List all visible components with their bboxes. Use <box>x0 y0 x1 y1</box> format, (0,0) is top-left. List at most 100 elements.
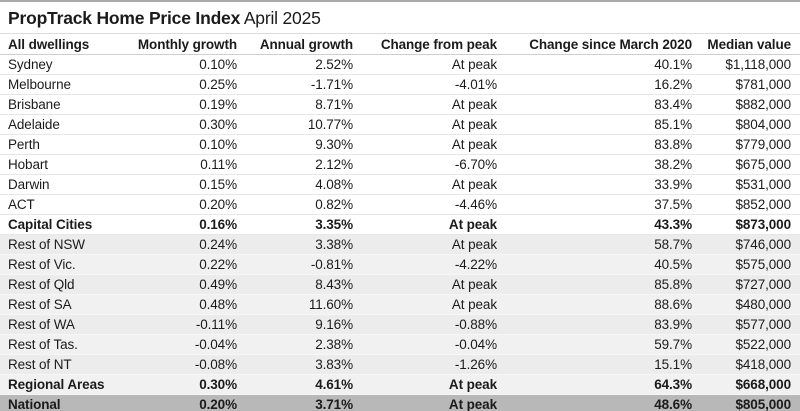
cell-change-from-peak: At peak <box>353 294 497 315</box>
cell-annual-growth: 2.52% <box>237 54 353 75</box>
cell-monthly-growth: -0.04% <box>125 334 237 355</box>
cell-change-from-peak: At peak <box>353 274 497 295</box>
cell-annual-growth: 3.71% <box>315 397 353 411</box>
cell-region: Perth <box>0 134 125 155</box>
column-header-monthly-growth: Monthly growth <box>125 34 237 55</box>
title-bar: PropTrack Home Price Index April 2025 <box>0 2 800 34</box>
cell-change-since-march-2020: 64.3% <box>497 374 692 395</box>
table-body: Sydney 0.10% 2.52% At peak 40.1% $1,118,000 Me… <box>0 54 800 411</box>
cell-region: Adelaide <box>0 114 125 135</box>
cell-median-value: $522,000 <box>692 334 800 355</box>
table-header-row: All dwellings Monthly growth Annual grow… <box>0 34 800 55</box>
cell-monthly-growth: 0.10% <box>125 134 237 155</box>
table-row: National 0.20% 3.71% At peak 48.6% $805,000 <box>0 394 800 411</box>
table-row: Rest of SA 0.48% 11.60% At peak 88.6% $480,00… <box>0 294 800 315</box>
cell-change-from-peak: At peak <box>353 214 497 235</box>
cell-change-from-peak: -0.04% <box>353 334 497 355</box>
column-header-annual-growth: Annual growth <box>237 34 353 55</box>
cell-monthly-growth: 0.24% <box>125 234 237 255</box>
cell-region: Rest of SA <box>0 294 125 315</box>
cell-region: Sydney <box>0 54 125 75</box>
cell-monthly-growth: 0.25% <box>125 74 237 95</box>
cell-median-value: $1,118,000 <box>692 54 800 75</box>
cell-change-since-march-2020: 59.7% <box>497 334 692 355</box>
cell-annual-growth: 3.35% <box>237 214 353 235</box>
table-row: Hobart 0.11% 2.12% -6.70% 38.2% $675,000 <box>0 154 800 175</box>
cell-monthly-growth: 0.15% <box>125 174 237 195</box>
table-row: Melbourne 0.25% -1.71% -4.01% 16.2% $781,000 <box>0 74 800 95</box>
cell-annual-growth: 8.43% <box>237 274 353 295</box>
cell-annual-growth: 2.12% <box>237 154 353 175</box>
cell-monthly-growth: 0.16% <box>125 214 237 235</box>
title-period: April 2025 <box>243 8 321 28</box>
cell-change-from-peak: -4.01% <box>353 74 497 95</box>
cell-region: Rest of WA <box>0 314 125 335</box>
cell-region: ACT <box>0 194 125 215</box>
cell-change-since-march-2020: 83.4% <box>497 94 692 115</box>
cell-monthly-growth: 0.19% <box>125 94 237 115</box>
table-row: Rest of NT -0.08% 3.83% -1.26% 15.1% $418,000 <box>0 354 800 375</box>
cell-monthly-growth: 0.49% <box>125 274 237 295</box>
cell-change-from-peak: At peak <box>353 94 497 115</box>
table-row: Regional Areas 0.30% 4.61% At peak 64.3% $668… <box>0 374 800 395</box>
cell-change-since-march-2020: 83.9% <box>497 314 692 335</box>
table-row: Rest of NSW 0.24% 3.38% At peak 58.7% $746,00… <box>0 234 800 255</box>
cell-median-value: $675,000 <box>692 154 800 175</box>
cell-region: Rest of Tas. <box>0 334 125 355</box>
cell-median-value: $727,000 <box>692 274 800 295</box>
table-row: ACT 0.20% 0.82% -4.46% 37.5% $852,000 <box>0 194 800 215</box>
cell-monthly-growth: 0.48% <box>125 294 237 315</box>
table-row: Brisbane 0.19% 8.71% At peak 83.4% $882,000 <box>0 94 800 115</box>
cell-annual-growth: 3.38% <box>237 234 353 255</box>
cell-median-value: $781,000 <box>692 74 800 95</box>
cell-region: Darwin <box>0 174 125 195</box>
cell-monthly-growth: 0.10% <box>125 54 237 75</box>
cell-change-since-march-2020: 16.2% <box>497 74 692 95</box>
title-brand: PropTrack Home Price Index <box>8 8 241 28</box>
cell-annual-growth: 4.08% <box>237 174 353 195</box>
page-title: PropTrack Home Price Index April 2025 <box>8 8 792 28</box>
cell-region: National <box>8 397 61 411</box>
cell-annual-growth: -1.71% <box>237 74 353 95</box>
cell-median-value: $575,000 <box>692 254 800 275</box>
cell-median-value: $779,000 <box>692 134 800 155</box>
cell-change-from-peak: -4.46% <box>353 194 497 215</box>
cell-change-from-peak: At peak <box>353 174 497 195</box>
cell-median-value: $668,000 <box>692 374 800 395</box>
cell-region: Capital Cities <box>0 214 125 235</box>
cell-annual-growth: 9.30% <box>237 134 353 155</box>
cell-annual-growth: 2.38% <box>237 334 353 355</box>
cell-monthly-growth: 0.30% <box>125 374 237 395</box>
cell-change-from-peak: At peak <box>353 54 497 75</box>
cell-annual-growth: 10.77% <box>237 114 353 135</box>
cell-monthly-growth: 0.20% <box>199 397 237 411</box>
cell-median-value: $480,000 <box>692 294 800 315</box>
cell-change-since-march-2020: 83.8% <box>497 134 692 155</box>
cell-change-from-peak: -0.88% <box>353 314 497 335</box>
cell-monthly-growth: -0.11% <box>125 314 237 335</box>
cell-annual-growth: 4.61% <box>237 374 353 395</box>
cell-change-since-march-2020: 88.6% <box>497 294 692 315</box>
cell-change-since-march-2020: 37.5% <box>497 194 692 215</box>
table-row: Rest of WA -0.11% 9.16% -0.88% 83.9% $577,000 <box>0 314 800 335</box>
cell-change-since-march-2020: 85.1% <box>497 114 692 135</box>
cell-change-from-peak: At peak <box>353 114 497 135</box>
cell-monthly-growth: 0.11% <box>125 154 237 175</box>
cell-median-value: $873,000 <box>692 214 800 235</box>
cell-change-since-march-2020: 40.5% <box>497 254 692 275</box>
cell-median-value: $746,000 <box>692 234 800 255</box>
cell-monthly-growth: 0.30% <box>125 114 237 135</box>
table-row: Capital Cities 0.16% 3.35% At peak 43.3% $873… <box>0 214 800 235</box>
cell-monthly-growth: 0.22% <box>125 254 237 275</box>
cell-annual-growth: 9.16% <box>237 314 353 335</box>
table-row: Rest of Tas. -0.04% 2.38% -0.04% 59.7% $522,0… <box>0 334 800 355</box>
cell-change-since-march-2020: 40.1% <box>497 54 692 75</box>
cell-region: Rest of Vic. <box>0 254 125 275</box>
cell-region: Hobart <box>0 154 125 175</box>
cell-monthly-growth: -0.08% <box>125 354 237 375</box>
dwellings-price-table: All dwellings Monthly growth Annual grow… <box>0 34 800 411</box>
cell-change-since-march-2020: 58.7% <box>497 234 692 255</box>
cell-region: Rest of NSW <box>0 234 125 255</box>
column-header-median-value: Median value <box>692 34 800 55</box>
cell-change-since-march-2020: 38.2% <box>497 154 692 175</box>
